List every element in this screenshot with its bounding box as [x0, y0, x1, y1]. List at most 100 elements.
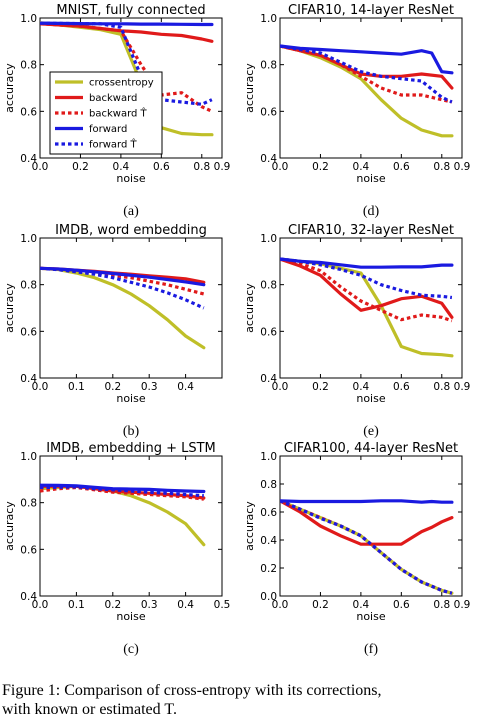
y-tick-label: 0.6: [260, 326, 277, 338]
subfigure-label: (b): [123, 424, 140, 439]
x-tick-label: 0.9: [454, 381, 471, 393]
plot-frame: [279, 455, 463, 597]
x-tick-label: 0.2: [312, 381, 329, 393]
y-axis-label: accuracy: [243, 501, 256, 551]
x-axis-label: noise: [116, 172, 145, 185]
chart-panel: CIFAR10, 14-layer ResNet 0.0 0.2 0.4 0.6 0.8 0…: [243, 3, 470, 219]
x-tick-label: 0.8: [433, 381, 450, 393]
x-tick-label: 0.9: [454, 161, 471, 173]
y-tick-label: 0.6: [260, 507, 277, 519]
chart-panel: CIFAR10, 32-layer ResNet 0.0 0.2 0.4 0.6 0.8 0…: [243, 223, 470, 439]
panel-title: CIFAR100, 44-layer ResNet: [284, 441, 458, 456]
series-line: [40, 21, 213, 106]
x-tick-label: 0.4: [177, 381, 194, 393]
subfigure-label: (c): [123, 642, 139, 657]
y-tick-label: 0.4: [260, 153, 277, 165]
x-tick-label: 0.8: [433, 161, 450, 173]
y-tick-label: 0.6: [20, 544, 37, 556]
series-group: [280, 44, 454, 138]
x-tick-label: 0.8: [433, 599, 450, 611]
x-axis-label: noise: [356, 610, 385, 623]
panel-title: MNIST, fully connected: [56, 3, 205, 18]
x-tick-label: 0.0: [32, 599, 49, 611]
y-axis-label: accuracy: [3, 283, 16, 333]
series-line: [280, 44, 454, 138]
plot-frame: [39, 17, 223, 159]
x-tick-label: 0.8: [193, 161, 210, 173]
y-axis-label: accuracy: [3, 63, 16, 113]
chart-panel: CIFAR100, 44-layer ResNet 0.0 0.2 0.4 0.6 0.8…: [243, 441, 470, 657]
legend-label: forward: [89, 124, 127, 135]
y-tick-label: 1.0: [20, 233, 37, 245]
y-tick-label: 0.4: [260, 373, 277, 385]
y-tick-label: 0.6: [20, 106, 37, 118]
caption-line-1: Figure 1: Comparison of cross-entropy wi…: [2, 682, 382, 699]
series-group: [40, 266, 206, 350]
x-tick-label: 0.1: [68, 599, 85, 611]
subfigure-label: (f): [364, 642, 378, 657]
series-line: [40, 266, 206, 287]
y-tick-label: 0.4: [260, 535, 277, 547]
y-tick-label: 1.0: [260, 451, 277, 463]
x-tick-label: 0.4: [177, 599, 194, 611]
y-tick-label: 0.0: [260, 591, 277, 603]
x-tick-label: 0.3: [141, 599, 158, 611]
x-tick-label: 0.9: [454, 599, 471, 611]
caption-line-2: with known or estimated T.: [2, 701, 177, 718]
y-tick-label: 1.0: [20, 13, 37, 25]
series-group: [40, 483, 206, 547]
y-axis-label: accuracy: [243, 63, 256, 113]
series-line: [280, 44, 454, 75]
series-line: [280, 44, 454, 90]
panel-title: CIFAR10, 14-layer ResNet: [288, 3, 454, 18]
y-tick-label: 0.8: [20, 280, 37, 292]
plot-frame: [279, 17, 463, 159]
chart-panel: MNIST, fully connected 0.0 0.2 0.4 0.6 0.8 0.9…: [3, 3, 230, 219]
figure-panels: MNIST, fully connected 0.0 0.2 0.4 0.6 0.8 0.9…: [3, 3, 470, 657]
y-tick-label: 0.6: [20, 326, 37, 338]
plot-frame: [279, 237, 463, 379]
x-axis-label: noise: [356, 392, 385, 405]
legend-label: forward T̂: [89, 138, 138, 151]
series-line: [280, 257, 454, 319]
x-tick-label: 0.5: [214, 599, 231, 611]
x-tick-label: 0.4: [353, 381, 370, 393]
x-axis-label: noise: [116, 392, 145, 405]
series-line: [280, 499, 454, 504]
x-tick-label: 0.4: [353, 161, 370, 173]
x-tick-label: 0.0: [272, 599, 289, 611]
x-tick-label: 0.2: [72, 161, 89, 173]
y-axis-label: accuracy: [3, 501, 16, 551]
y-tick-label: 0.4: [20, 373, 37, 385]
x-tick-label: 0.0: [32, 381, 49, 393]
panel-title: IMDB, embedding + LSTM: [46, 441, 216, 456]
legend-label: backward T̂: [89, 107, 148, 120]
series-line: [40, 22, 213, 113]
legend: crossentropy backward backward T̂ forward fo…: [49, 71, 163, 155]
subfigure-label: (d): [363, 204, 380, 219]
x-tick-label: 0.6: [393, 161, 410, 173]
series-line: [40, 485, 204, 498]
y-tick-label: 1.0: [260, 13, 277, 25]
y-tick-label: 1.0: [20, 451, 37, 463]
x-tick-label: 0.0: [272, 381, 289, 393]
y-tick-label: 0.2: [260, 563, 277, 575]
y-tick-label: 0.8: [20, 60, 37, 72]
y-tick-label: 1.0: [260, 233, 277, 245]
x-tick-label: 0.3: [141, 381, 158, 393]
series-line: [280, 257, 454, 269]
subfigure-label: (a): [123, 204, 139, 219]
x-tick-label: 0.2: [312, 599, 329, 611]
y-tick-label: 0.8: [260, 479, 277, 491]
x-axis-label: noise: [356, 172, 385, 185]
x-tick-label: 0.2: [104, 599, 121, 611]
series-line: [280, 44, 453, 104]
x-tick-label: 0.0: [272, 161, 289, 173]
y-tick-label: 0.8: [260, 280, 277, 292]
series-group: [280, 257, 454, 358]
x-tick-label: 0.4: [353, 599, 370, 611]
legend-label: backward: [89, 93, 137, 104]
subfigure-label: (e): [363, 424, 379, 439]
x-tick-label: 0.6: [153, 161, 170, 173]
x-tick-label: 0.4: [113, 161, 130, 173]
